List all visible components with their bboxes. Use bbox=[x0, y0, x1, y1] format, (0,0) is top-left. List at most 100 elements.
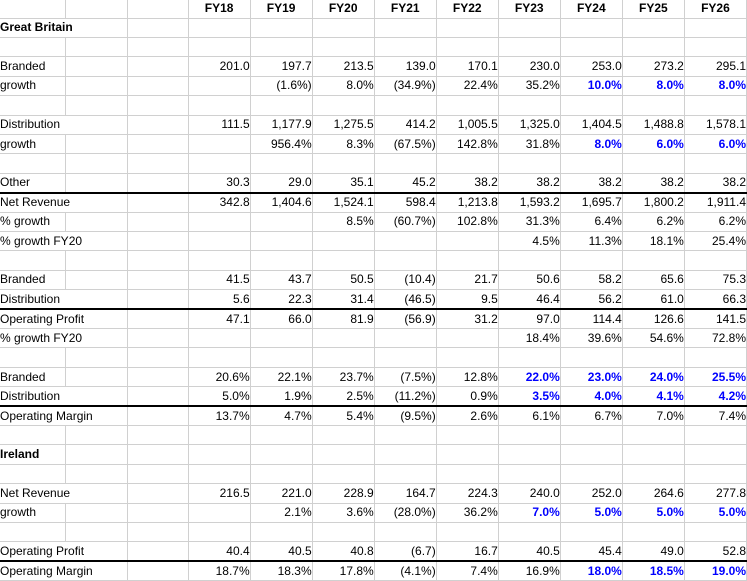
empty-cell[interactable] bbox=[374, 425, 437, 446]
value-cell[interactable]: 43.7 bbox=[250, 270, 313, 291]
value-cell[interactable]: 38.2 bbox=[498, 173, 561, 194]
column-header-fy22[interactable]: FY22 bbox=[436, 0, 499, 19]
empty-cell[interactable] bbox=[127, 367, 189, 388]
empty-cell[interactable] bbox=[436, 522, 499, 543]
empty-cell[interactable] bbox=[684, 37, 747, 58]
empty-cell[interactable] bbox=[188, 522, 251, 543]
empty-cell[interactable] bbox=[312, 444, 375, 465]
value-cell[interactable]: 47.1 bbox=[188, 309, 251, 330]
empty-cell[interactable] bbox=[65, 76, 128, 97]
value-cell[interactable]: 114.4 bbox=[560, 309, 623, 330]
empty-cell[interactable] bbox=[250, 328, 313, 349]
row-label[interactable]: Branded bbox=[0, 56, 66, 77]
value-cell[interactable]: 13.7% bbox=[188, 406, 251, 427]
value-cell[interactable]: 1,800.2 bbox=[622, 192, 685, 213]
value-cell[interactable]: 61.0 bbox=[622, 289, 685, 311]
value-cell[interactable]: 18.4% bbox=[498, 328, 561, 349]
section-label[interactable]: Great Britain bbox=[0, 18, 189, 38]
value-cell[interactable]: (11.2%) bbox=[374, 386, 437, 408]
row-label[interactable]: Operating Profit bbox=[0, 309, 189, 330]
value-cell[interactable]: 1,404.6 bbox=[250, 192, 313, 213]
empty-cell[interactable] bbox=[65, 464, 128, 485]
value-cell[interactable]: (56.9) bbox=[374, 309, 437, 330]
empty-cell[interactable] bbox=[436, 464, 499, 485]
value-cell[interactable]: (67.5%) bbox=[374, 134, 437, 155]
value-cell[interactable]: 5.6 bbox=[188, 289, 251, 311]
value-cell[interactable]: 414.2 bbox=[374, 115, 437, 135]
empty-cell[interactable] bbox=[0, 464, 66, 485]
value-cell[interactable]: 224.3 bbox=[436, 483, 499, 504]
value-cell[interactable]: 19.0% bbox=[684, 561, 747, 581]
empty-cell[interactable] bbox=[498, 425, 561, 446]
value-cell[interactable]: 75.3 bbox=[684, 270, 747, 291]
value-cell[interactable]: 5.0% bbox=[622, 503, 685, 524]
value-cell[interactable]: 22.1% bbox=[250, 367, 313, 388]
empty-cell[interactable] bbox=[436, 153, 499, 174]
empty-cell[interactable] bbox=[498, 18, 561, 38]
value-cell[interactable]: (28.0%) bbox=[374, 503, 437, 524]
empty-cell[interactable] bbox=[65, 56, 128, 77]
empty-cell[interactable] bbox=[312, 153, 375, 174]
column-header-fy18[interactable]: FY18 bbox=[188, 0, 251, 19]
row-label[interactable]: Operating Margin bbox=[0, 561, 189, 581]
empty-cell[interactable] bbox=[374, 464, 437, 485]
empty-cell[interactable] bbox=[250, 464, 313, 485]
empty-cell[interactable] bbox=[0, 347, 66, 368]
empty-cell[interactable] bbox=[312, 250, 375, 271]
empty-cell[interactable] bbox=[560, 347, 623, 368]
empty-cell[interactable] bbox=[560, 95, 623, 116]
value-cell[interactable]: (10.4) bbox=[374, 270, 437, 291]
empty-cell[interactable] bbox=[312, 522, 375, 543]
empty-cell[interactable] bbox=[622, 37, 685, 58]
value-cell[interactable]: 18.1% bbox=[622, 231, 685, 252]
value-cell[interactable]: 8.0% bbox=[312, 76, 375, 97]
empty-cell[interactable] bbox=[560, 18, 623, 38]
empty-cell[interactable] bbox=[188, 328, 251, 349]
empty-cell[interactable] bbox=[65, 522, 128, 543]
empty-cell[interactable] bbox=[374, 250, 437, 271]
value-cell[interactable]: 20.6% bbox=[188, 367, 251, 388]
value-cell[interactable]: 170.1 bbox=[436, 56, 499, 77]
value-cell[interactable]: 6.4% bbox=[560, 212, 623, 232]
value-cell[interactable]: (9.5%) bbox=[374, 406, 437, 427]
empty-cell[interactable] bbox=[127, 95, 189, 116]
value-cell[interactable]: 126.6 bbox=[622, 309, 685, 330]
empty-cell[interactable] bbox=[65, 444, 128, 465]
value-cell[interactable]: (6.7) bbox=[374, 541, 437, 563]
empty-cell[interactable] bbox=[65, 134, 128, 155]
value-cell[interactable]: 56.2 bbox=[560, 289, 623, 311]
value-cell[interactable]: 273.2 bbox=[622, 56, 685, 77]
value-cell[interactable]: 7.0% bbox=[498, 503, 561, 524]
empty-cell[interactable] bbox=[622, 18, 685, 38]
value-cell[interactable]: 3.6% bbox=[312, 503, 375, 524]
value-cell[interactable]: 65.6 bbox=[622, 270, 685, 291]
empty-cell[interactable] bbox=[560, 464, 623, 485]
row-label[interactable]: growth bbox=[0, 134, 66, 155]
value-cell[interactable]: 213.5 bbox=[312, 56, 375, 77]
empty-cell[interactable] bbox=[622, 347, 685, 368]
value-cell[interactable]: 8.3% bbox=[312, 134, 375, 155]
empty-cell[interactable] bbox=[436, 328, 499, 349]
value-cell[interactable]: 956.4% bbox=[250, 134, 313, 155]
empty-cell[interactable] bbox=[622, 425, 685, 446]
empty-cell[interactable] bbox=[374, 153, 437, 174]
value-cell[interactable]: 4.2% bbox=[684, 386, 747, 408]
row-label[interactable]: Net Revenue bbox=[0, 192, 189, 213]
empty-cell[interactable] bbox=[188, 18, 251, 38]
value-cell[interactable]: 46.4 bbox=[498, 289, 561, 311]
empty-cell[interactable] bbox=[0, 522, 66, 543]
value-cell[interactable]: 81.9 bbox=[312, 309, 375, 330]
empty-cell[interactable] bbox=[374, 522, 437, 543]
empty-cell[interactable] bbox=[127, 76, 189, 97]
empty-cell[interactable] bbox=[65, 153, 128, 174]
empty-cell[interactable] bbox=[560, 522, 623, 543]
value-cell[interactable]: 97.0 bbox=[498, 309, 561, 330]
empty-cell[interactable] bbox=[684, 18, 747, 38]
empty-cell[interactable] bbox=[684, 95, 747, 116]
value-cell[interactable]: 111.5 bbox=[188, 115, 251, 135]
empty-cell[interactable] bbox=[0, 95, 66, 116]
value-cell[interactable]: 40.4 bbox=[188, 541, 251, 563]
empty-cell[interactable] bbox=[65, 0, 128, 19]
empty-cell[interactable] bbox=[188, 425, 251, 446]
empty-cell[interactable] bbox=[127, 503, 189, 524]
